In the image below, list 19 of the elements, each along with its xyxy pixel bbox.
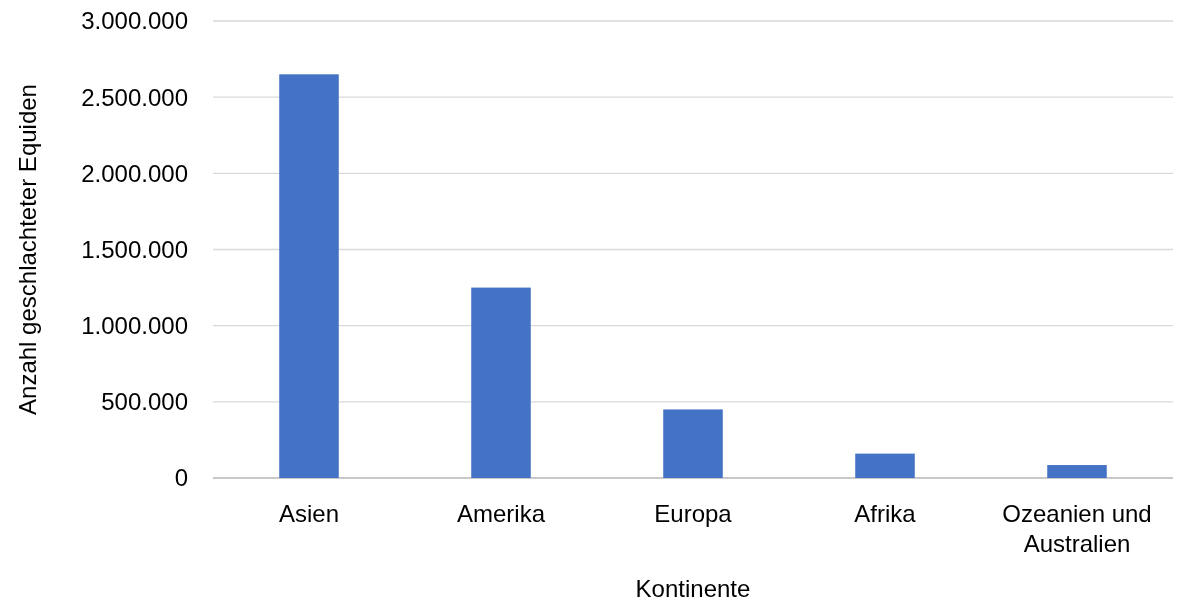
x-tick-label: Afrika [854, 500, 917, 527]
y-tick-label: 500.000 [101, 388, 188, 416]
bar [471, 287, 531, 478]
x-tick-label: Amerika [456, 500, 546, 527]
y-axis-title: Anzahl geschlachteter Equiden [14, 84, 41, 415]
y-tick-label: 3.000.000 [81, 7, 188, 35]
y-tick-label: 2.000.000 [81, 159, 188, 187]
bar [1047, 465, 1107, 478]
x-tick-label: Ozeanien und Australien [1002, 500, 1152, 557]
bar [279, 74, 339, 478]
y-tick-label: 1.500.000 [81, 235, 188, 263]
bar [855, 453, 915, 478]
y-tick-label: 1.000.000 [81, 312, 188, 340]
y-tick-label: 0 [174, 464, 188, 492]
x-axis-title: Kontinente [635, 575, 751, 602]
x-tick-label: Europa [654, 500, 733, 527]
x-tick-label: Asien [278, 500, 340, 527]
bar [663, 409, 723, 478]
y-tick-label: 2.500.000 [81, 83, 188, 111]
